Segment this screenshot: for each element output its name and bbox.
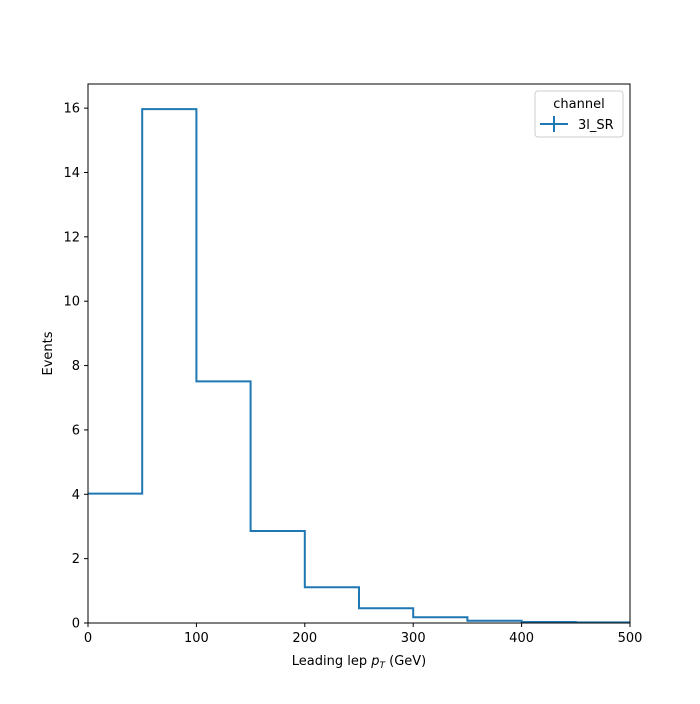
plot-frame — [87, 83, 631, 624]
y-tick-label: 0 — [72, 617, 80, 632]
ticks-layer: 0 100 200 300 400 500 0 2 4 6 8 10 12 14 16 — [63, 102, 642, 646]
x-tick-label: 500 — [618, 631, 643, 646]
x-axis-label-suffix: (GeV) — [385, 654, 426, 669]
y-tick-label: 4 — [72, 488, 80, 503]
data-layer — [88, 108, 630, 624]
x-tick-label: 0 — [84, 631, 92, 646]
legend: channel 3l_SR — [534, 90, 624, 138]
y-tick-label: 8 — [72, 359, 80, 374]
legend-entry-label: 3l_SR — [578, 118, 614, 133]
series-step-line — [88, 108, 630, 624]
x-axis-label-var: p — [370, 654, 379, 669]
y-axis-label: Events — [41, 331, 56, 375]
x-axis-label: Leading lep pT (GeV) — [292, 654, 426, 671]
y-tick-label: 10 — [63, 295, 80, 310]
y-tick-label: 16 — [63, 102, 80, 117]
y-tick-label: 2 — [72, 552, 80, 567]
y-tick-label: 14 — [63, 166, 80, 181]
legend-entries: 3l_SR — [540, 116, 614, 133]
legend-box — [534, 90, 624, 138]
legend-title: channel — [553, 97, 604, 112]
x-axis-label-subscript: T — [379, 661, 386, 671]
y-tick-label: 12 — [63, 230, 80, 245]
y-tick-label: 6 — [72, 423, 80, 438]
x-tick-label: 200 — [292, 631, 317, 646]
x-tick-label: 100 — [184, 631, 209, 646]
x-tick-label: 300 — [401, 631, 426, 646]
x-tick-label: 400 — [509, 631, 534, 646]
x-axis-label-prefix: Leading lep — [292, 654, 371, 669]
